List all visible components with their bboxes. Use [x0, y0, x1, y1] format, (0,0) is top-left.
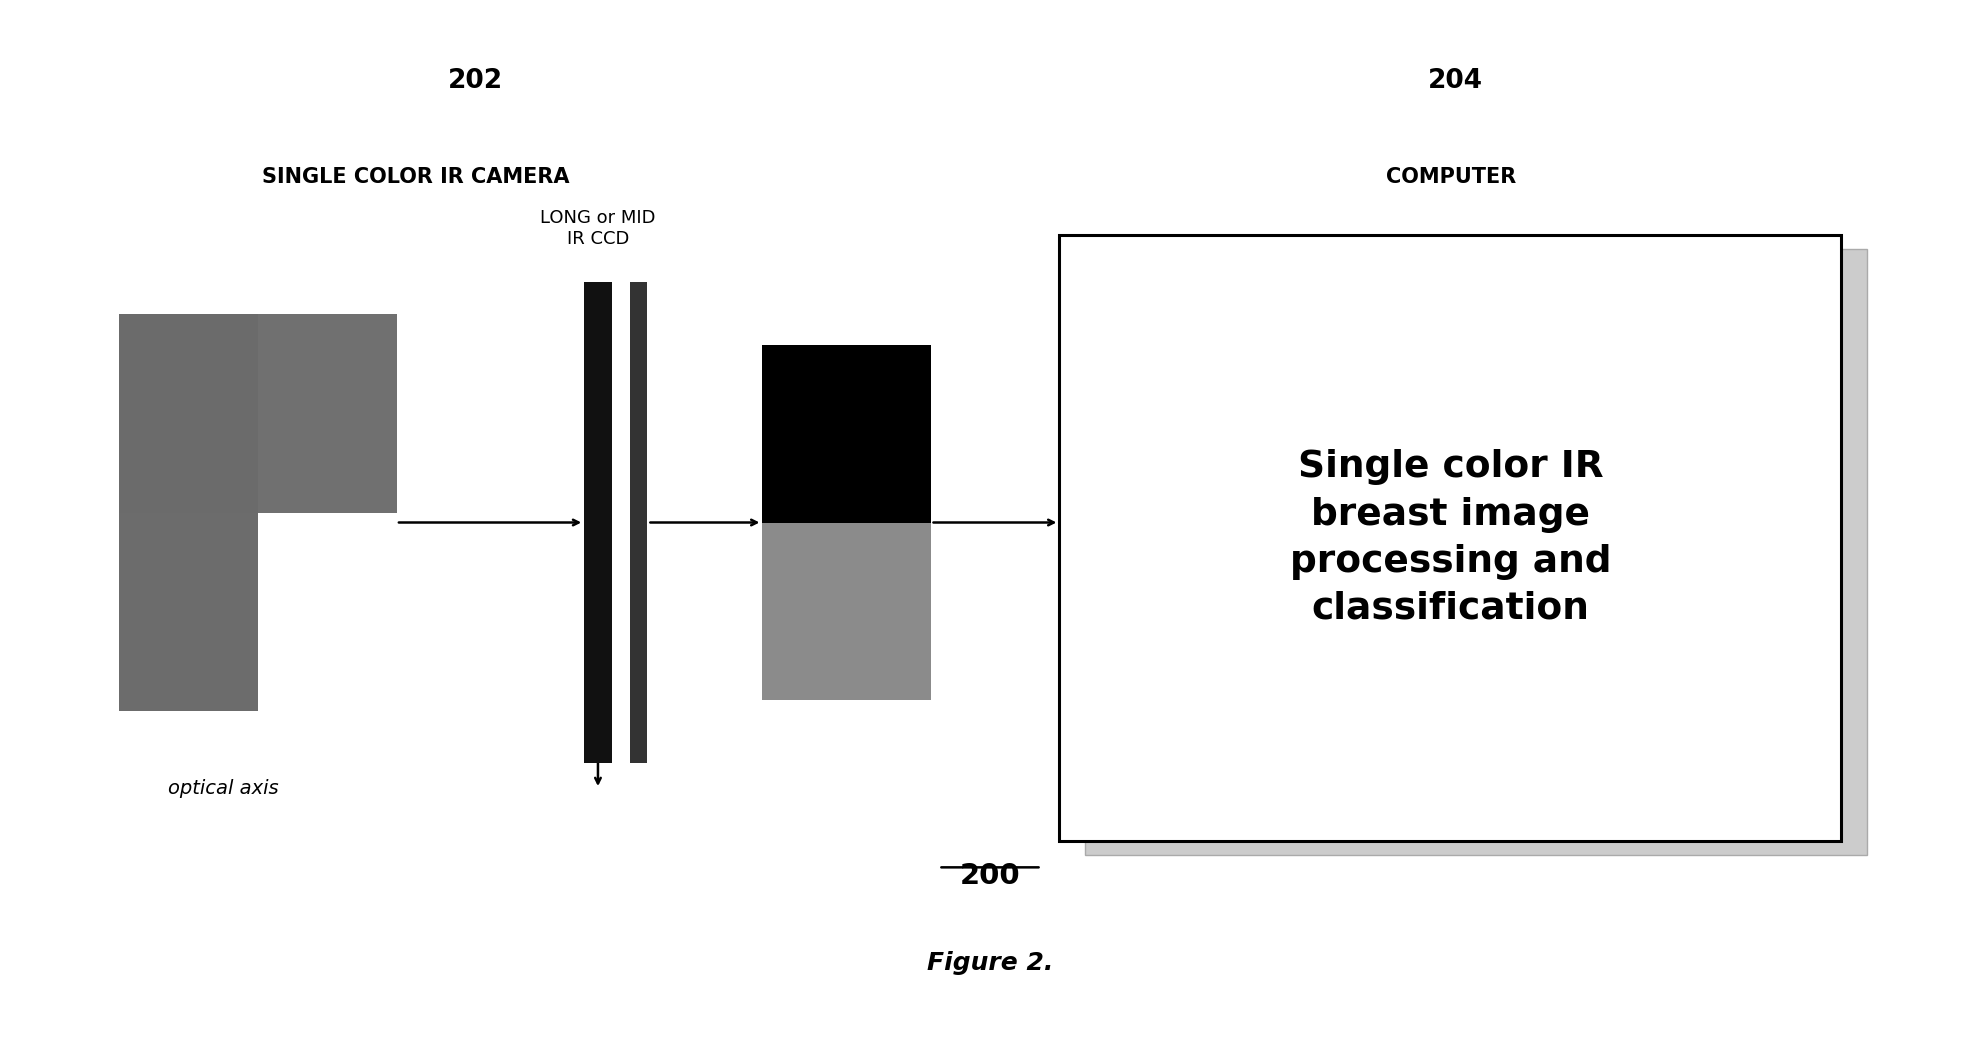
- Text: COMPUTER: COMPUTER: [1386, 167, 1517, 187]
- Bar: [630, 282, 647, 763]
- Text: Figure 2.: Figure 2.: [927, 951, 1053, 975]
- Text: 200: 200: [960, 862, 1020, 890]
- Bar: [1059, 235, 1841, 841]
- Bar: [1085, 249, 1867, 855]
- Text: SINGLE COLOR IR CAMERA: SINGLE COLOR IR CAMERA: [261, 167, 570, 187]
- Bar: [584, 282, 612, 763]
- Text: Single color IR
breast image
processing and
classification: Single color IR breast image processing …: [1289, 449, 1612, 627]
- Text: optical axis: optical axis: [168, 779, 279, 797]
- Text: LONG or MID
IR CCD: LONG or MID IR CCD: [541, 209, 655, 248]
- Text: 204: 204: [1428, 68, 1483, 94]
- Text: 202: 202: [447, 68, 503, 94]
